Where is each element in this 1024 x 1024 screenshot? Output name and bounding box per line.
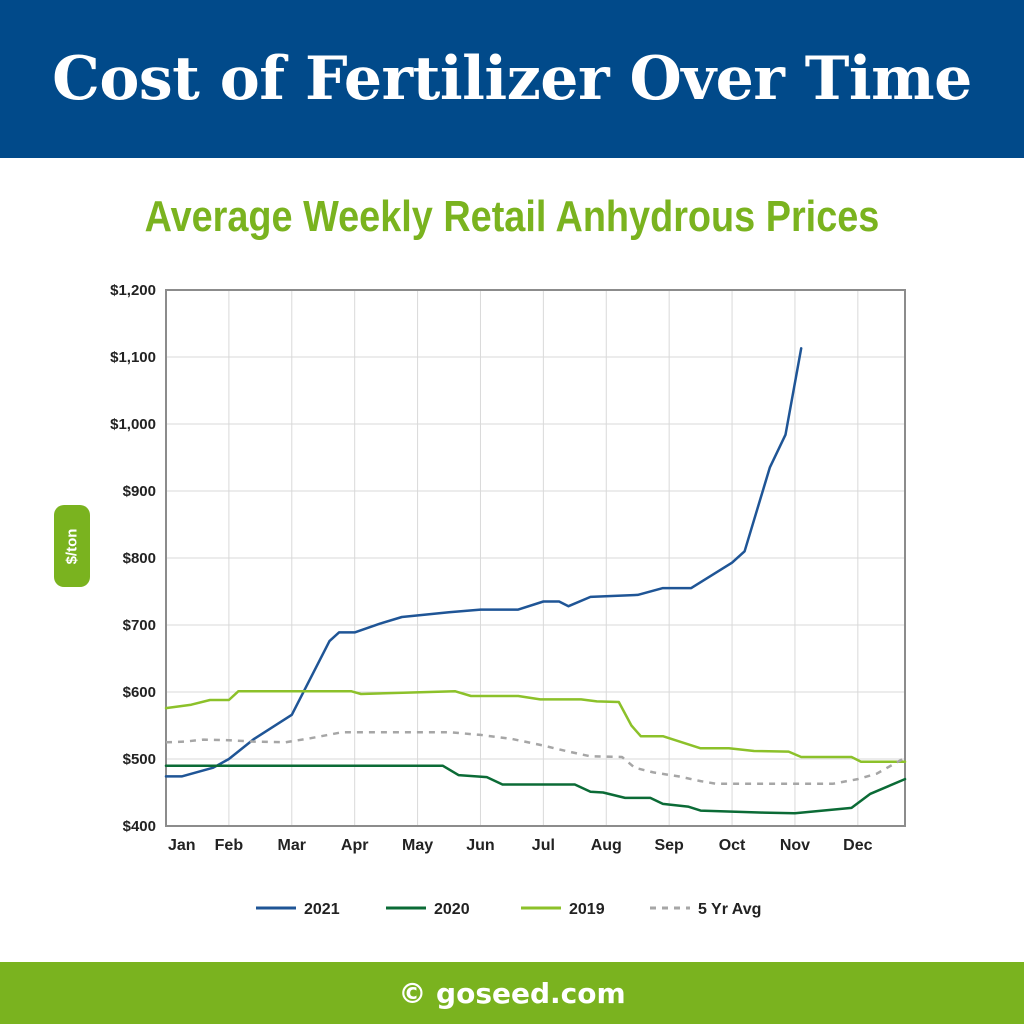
x-tick-label: Jan xyxy=(168,837,196,854)
series-line-2020 xyxy=(164,764,907,815)
chart-title: Average Weekly Retail Anhydrous Prices xyxy=(144,192,880,241)
x-tick-label: Mar xyxy=(278,837,306,854)
y-tick-label: $500 xyxy=(123,751,156,768)
legend-label: 2021 xyxy=(304,901,340,918)
page-title: Cost of Fertilizer Over Time xyxy=(52,44,972,114)
x-tick-label: Apr xyxy=(341,837,369,854)
legend-label: 5 Yr Avg xyxy=(698,901,761,918)
x-tick-label: Sep xyxy=(654,837,684,854)
x-tick-label: Jun xyxy=(466,837,494,854)
series-line-2019 xyxy=(164,690,907,763)
x-tick-label: Oct xyxy=(719,837,746,854)
series-line-5-yr-avg xyxy=(165,730,906,786)
footer-copyright: © goseed.com xyxy=(398,976,626,1010)
y-tick-label: $600 xyxy=(123,684,156,701)
x-tick-label: Feb xyxy=(215,837,244,854)
header-banner: Cost of Fertilizer Over Time xyxy=(0,0,1024,158)
y-tick-label: $1,000 xyxy=(110,416,156,433)
y-tick-label: $1,200 xyxy=(110,282,156,299)
y-tick-label: $400 xyxy=(123,818,156,835)
x-tick-label: Jul xyxy=(532,837,555,854)
y-tick-label: $800 xyxy=(123,550,156,567)
plot-frame xyxy=(165,289,906,827)
x-tick-label: Dec xyxy=(843,837,872,854)
x-tick-label: Aug xyxy=(591,837,622,854)
y-tick-label: $700 xyxy=(123,617,156,634)
legend-label: 2020 xyxy=(434,901,470,918)
x-tick-label: May xyxy=(402,837,433,854)
y-tick-label: $1,100 xyxy=(110,349,156,366)
footer-bar: © goseed.com xyxy=(0,962,1024,1024)
legend-label: 2019 xyxy=(569,901,605,918)
series-line-2021 xyxy=(164,347,803,778)
x-tick-label: Nov xyxy=(780,837,810,854)
y-tick-label: $900 xyxy=(123,483,156,500)
y-axis-unit-badge: $/ton xyxy=(54,505,90,587)
